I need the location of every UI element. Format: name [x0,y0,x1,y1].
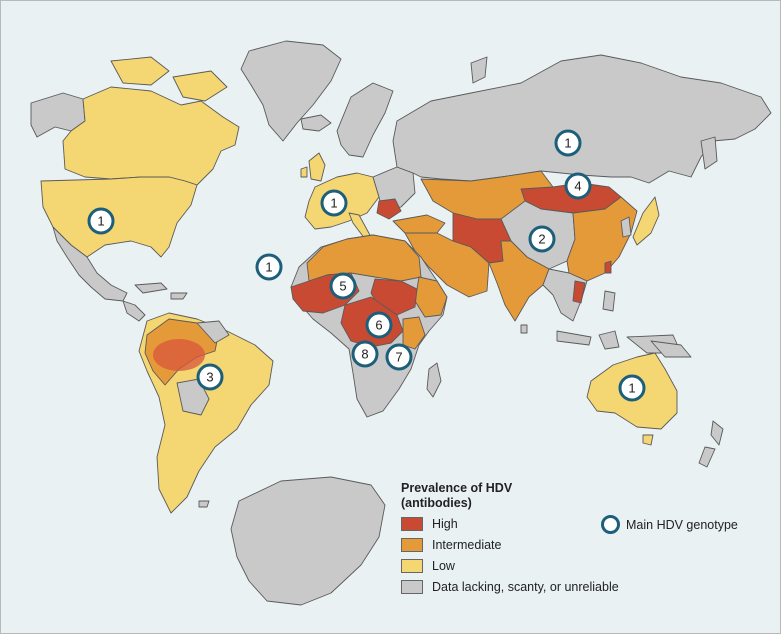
legend-swatch-high [401,517,423,531]
genotype-marker-label: 5 [339,279,346,294]
north-africa [306,234,422,282]
falklands [198,500,210,508]
novaya-zemlya [470,56,488,84]
bolivia-paraguay [176,378,210,416]
legend-title: Prevalence of HDV (antibodies) [401,481,512,511]
genotype-marker: 1 [618,374,646,402]
new-guinea [650,340,692,358]
korea [620,216,632,238]
central-america [122,300,146,322]
turkey [392,214,446,234]
genotype-marker: 1 [87,207,115,235]
legend-item-low: Low [401,557,455,575]
legend-label-data-lacking: Data lacking, scanty, or unreliable [432,580,619,594]
arctic-islands [110,56,228,102]
legend-item-high: High [401,515,458,533]
genotype-marker: 5 [329,272,357,300]
new-zealand [698,420,724,468]
legend-genotype: Main HDV genotype [601,515,738,534]
legend-label-low: Low [432,559,455,573]
romania [376,198,402,220]
british-isles [300,152,326,182]
legend-item-intermediate: Intermediate [401,536,501,554]
genotype-marker: 1 [554,129,582,157]
vietnam [572,280,586,304]
genotype-marker-label: 4 [574,179,581,194]
canada [62,86,240,186]
greenland [240,40,342,142]
taiwan [604,260,612,274]
japan [632,196,660,246]
philippines [602,290,616,312]
legend-title-line1: Prevalence of HDV [401,481,513,495]
sri-lanka [520,324,528,334]
map-legend: Prevalence of HDV (antibodies) High Inte… [401,481,761,601]
madagascar [426,362,442,398]
genotype-marker-label: 7 [395,350,402,365]
genotype-marker: 1 [255,253,283,281]
scandinavia [336,82,394,158]
genotype-marker-label: 3 [206,370,213,385]
caribbean [134,282,188,300]
genotype-marker: 8 [351,340,379,368]
legend-swatch-data-lacking [401,580,423,594]
tasmania [642,434,654,446]
legend-label-high: High [432,517,458,531]
legend-item-data-lacking: Data lacking, scanty, or unreliable [401,578,619,596]
east-africa [402,316,426,350]
genotype-marker-label: 1 [97,214,104,229]
genotype-marker-label: 6 [375,318,382,333]
genotype-marker-label: 1 [564,136,571,151]
china-east [566,196,638,282]
genotype-marker: 2 [528,225,556,253]
antarctica [230,476,386,606]
genotype-marker: 1 [320,189,348,217]
india [488,240,550,322]
genotype-marker-label: 8 [361,347,368,362]
genotype-marker-label: 1 [265,260,272,275]
legend-genotype-label: Main HDV genotype [626,517,738,532]
indonesia [556,330,682,354]
legend-swatch-low [401,559,423,573]
genotype-marker: 4 [564,172,592,200]
genotype-marker-label: 1 [330,196,337,211]
kamchatka [700,136,718,170]
genotype-marker: 3 [196,363,224,391]
genotype-marker: 6 [365,311,393,339]
genotype-marker-label: 2 [538,232,545,247]
legend-title-line2: (antibodies) [401,496,472,510]
guianas [196,320,230,344]
italy [348,212,372,240]
genotype-ring-icon [601,515,620,534]
legend-swatch-intermediate [401,538,423,552]
amazon-high-area [153,339,205,371]
genotype-marker-label: 1 [628,381,635,396]
iceland [300,114,332,132]
russia [392,54,772,184]
legend-label-intermediate: Intermediate [432,538,502,552]
genotype-marker: 7 [385,343,413,371]
